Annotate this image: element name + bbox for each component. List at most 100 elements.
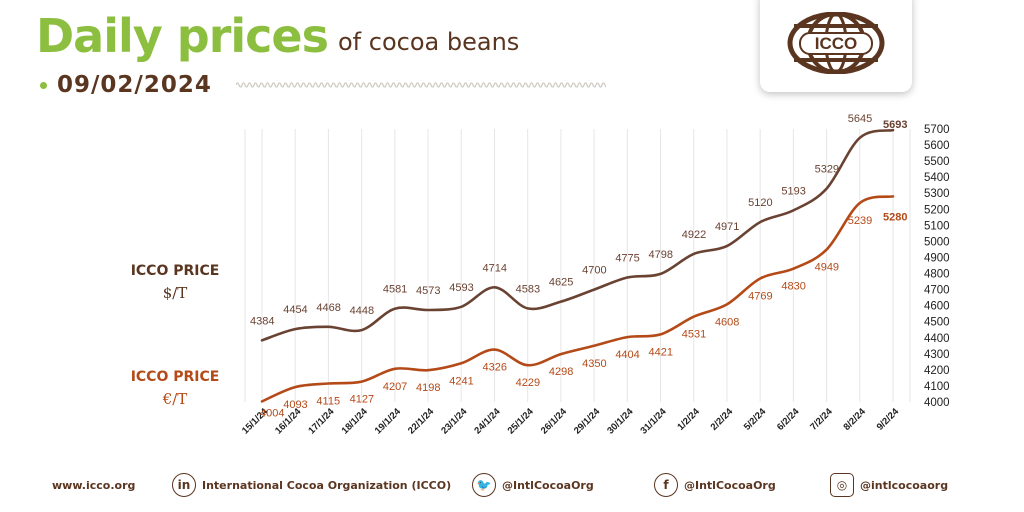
data-label: 4198: [416, 382, 440, 394]
data-label: 4714: [482, 262, 506, 274]
y-tick-label: 5300: [924, 188, 950, 200]
x-tick-label: 18/1/24: [340, 406, 371, 437]
x-tick-label: 6/2/24: [775, 406, 802, 433]
data-label: 4350: [582, 358, 606, 370]
data-label: 5645: [848, 113, 872, 125]
x-tick-label: 7/2/24: [808, 406, 835, 433]
linkedin-link[interactable]: International Cocoa Organization (ICCO): [202, 478, 452, 492]
instagram-link[interactable]: @intlcocoaorg: [860, 478, 949, 492]
x-tick-label: 8/2/24: [841, 406, 868, 433]
data-label: 4207: [383, 381, 407, 393]
data-label: 4454: [283, 304, 307, 316]
usd-label-line2: $/T: [162, 284, 188, 302]
data-label: 4004: [260, 407, 284, 419]
data-label: 4241: [449, 375, 473, 387]
data-label: 5239: [848, 215, 872, 227]
x-tick-label: 29/1/24: [572, 406, 603, 437]
data-label: 4949: [815, 262, 839, 274]
x-tick-label: 23/1/24: [439, 406, 470, 437]
data-label: 4127: [350, 394, 374, 406]
y-tick-label: 5500: [924, 156, 950, 168]
eur-price-line: [260, 195, 895, 403]
page-title: Daily prices: [36, 9, 329, 63]
data-label: 4573: [416, 285, 440, 297]
data-label: 4830: [781, 281, 805, 293]
linkedin-icon: in: [172, 473, 196, 497]
footer-linkedin[interactable]: in International Cocoa Organization (ICC…: [172, 470, 451, 500]
data-label: 4581: [383, 284, 407, 296]
data-label: 4298: [549, 366, 573, 378]
x-tick-label: 26/1/24: [539, 406, 570, 437]
website-link[interactable]: www.icco.org: [52, 478, 136, 492]
y-tick-label: 4300: [924, 349, 950, 361]
page-subtitle: of cocoa beans: [338, 28, 520, 56]
x-tick-label: 9/2/24: [875, 406, 902, 433]
x-tick-label: 22/1/24: [406, 406, 437, 437]
footer-twitter[interactable]: 🐦 @IntlCocoaOrg: [472, 470, 594, 500]
data-label: 4775: [615, 253, 639, 265]
date-bullet: [40, 81, 47, 89]
logo-text: ICCO: [815, 34, 858, 53]
data-label: 4531: [682, 329, 706, 341]
usd-label-line1: ICCO PRICE: [130, 263, 220, 279]
data-label: 4922: [682, 229, 706, 241]
y-tick-label: 4000: [924, 397, 950, 409]
y-tick-label: 5200: [924, 204, 950, 216]
icco-globe-logo: ICCO: [787, 12, 885, 74]
data-label: 4229: [516, 377, 540, 389]
x-tick-label: 17/1/24: [306, 406, 337, 437]
data-label: 4583: [516, 283, 540, 295]
y-tick-label: 5400: [924, 172, 950, 184]
y-tick-label: 5100: [924, 220, 950, 232]
x-tick-label: 25/1/24: [506, 406, 537, 437]
facebook-link[interactable]: @IntlCocoaOrg: [684, 478, 776, 492]
data-label: 4421: [649, 346, 673, 358]
twitter-link[interactable]: @IntlCocoaOrg: [502, 478, 594, 492]
data-label: 4769: [748, 291, 772, 303]
eur-label-line2: €/T: [162, 390, 188, 408]
y-tick-label: 4900: [924, 252, 950, 264]
x-tick-label: 30/1/24: [605, 406, 636, 437]
x-tick-label: 24/1/24: [472, 406, 503, 437]
wavy-divider: [236, 82, 606, 88]
instagram-icon: ◎: [830, 473, 854, 497]
data-label: 4468: [316, 302, 340, 314]
data-label: 5280: [883, 211, 907, 223]
data-label: 4093: [283, 399, 307, 411]
y-tick-label: 4600: [924, 301, 950, 313]
data-label: 5693: [883, 119, 907, 131]
y-tick-label: 4800: [924, 269, 950, 281]
usd-series-label: ICCO PRICE $/T: [115, 260, 235, 304]
footer-facebook[interactable]: f @IntlCocoaOrg: [654, 470, 776, 500]
icco-logo-card: ICCO: [760, 0, 912, 92]
facebook-icon: f: [654, 473, 678, 497]
y-tick-label: 4500: [924, 317, 950, 329]
data-label: 4798: [649, 249, 673, 261]
x-tick-label: 31/1/24: [638, 406, 669, 437]
report-date: 09/02/2024: [57, 72, 212, 98]
data-label: 4608: [715, 316, 739, 328]
data-label: 4593: [449, 282, 473, 294]
data-label: 4384: [250, 315, 274, 327]
footer: www.icco.org in International Cocoa Orga…: [0, 470, 1024, 500]
data-label: 4404: [615, 349, 639, 361]
data-label: 4971: [715, 221, 739, 233]
footer-website[interactable]: www.icco.org: [52, 470, 135, 500]
y-tick-label: 4200: [924, 365, 950, 377]
data-label: 5329: [815, 164, 839, 176]
usd-price-line: [260, 128, 895, 342]
data-label: 5120: [748, 197, 772, 209]
x-tick-label: 5/2/24: [742, 406, 769, 433]
date-row: 09/02/2024: [40, 72, 212, 98]
y-tick-label: 5700: [924, 124, 950, 136]
data-label: 5193: [781, 185, 805, 197]
y-tick-label: 4100: [924, 381, 950, 393]
y-tick-label: 5000: [924, 236, 950, 248]
price-chart: 4000 4100 4200 4300 4400 4500 4600 4700 4800 4900…: [240, 113, 950, 437]
data-label: 4326: [482, 362, 506, 374]
eur-label-line1: ICCO PRICE: [130, 369, 220, 385]
twitter-icon: 🐦: [472, 473, 496, 497]
footer-instagram[interactable]: ◎ @intlcocoaorg: [830, 470, 948, 500]
y-tick-label: 4700: [924, 285, 950, 297]
y-tick-label: 4400: [924, 333, 950, 345]
